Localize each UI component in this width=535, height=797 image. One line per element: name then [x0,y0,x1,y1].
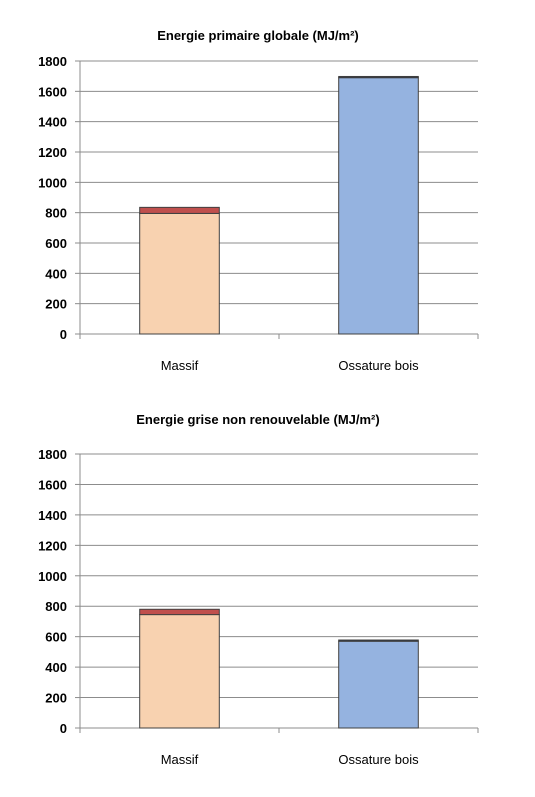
y-tick-label: 0 [60,721,67,736]
y-tick-label: 800 [45,206,67,221]
x-category-label: Massif [161,358,199,373]
y-tick-label: 1000 [38,175,67,190]
bar-segment [338,640,419,729]
y-tick-label: 1600 [38,477,67,492]
bar-segment [139,614,220,729]
chart-energie-grise: Energie grise non renouvelable (MJ/m²) 0… [0,390,535,790]
bar-segment [139,206,220,214]
chart-energie-primaire: Energie primaire globale (MJ/m²) 0 200 400… [0,0,535,390]
bar-segment [139,608,220,616]
y-tick-label: 200 [45,297,67,312]
chart-title: Energie grise non renouvelable (MJ/m²) [136,412,379,427]
y-tick-label: 200 [45,691,67,706]
chart-energie-grise-svg: Energie grise non renouvelable (MJ/m²) 0… [38,412,479,767]
chart-title: Energie primaire globale (MJ/m²) [157,28,359,43]
y-tick-label: 400 [45,266,67,281]
y-tick-label: 1400 [38,508,67,523]
y-tick-label: 600 [45,630,67,645]
y-tick-label: 600 [45,236,67,251]
x-category-label: Ossature bois [338,358,419,373]
y-tick-label: 1800 [38,54,67,69]
y-tick-label: 400 [45,660,67,675]
y-tick-label: 0 [60,327,67,342]
y-tick-label: 1400 [38,115,67,130]
y-tick-label: 800 [45,599,67,614]
bar-segment [338,75,419,79]
chart-energie-primaire-svg: Energie primaire globale (MJ/m²) 0 200 400… [38,28,479,373]
y-tick-label: 1000 [38,569,67,584]
x-category-label: Ossature bois [338,752,419,767]
bar-segment [338,77,419,335]
y-tick-label: 1200 [38,538,67,553]
bar-segment [338,639,419,642]
y-tick-label: 1200 [38,145,67,160]
bar-segment [139,212,220,335]
x-category-label: Massif [161,752,199,767]
y-tick-label: 1600 [38,84,67,99]
y-tick-label: 1800 [38,447,67,462]
